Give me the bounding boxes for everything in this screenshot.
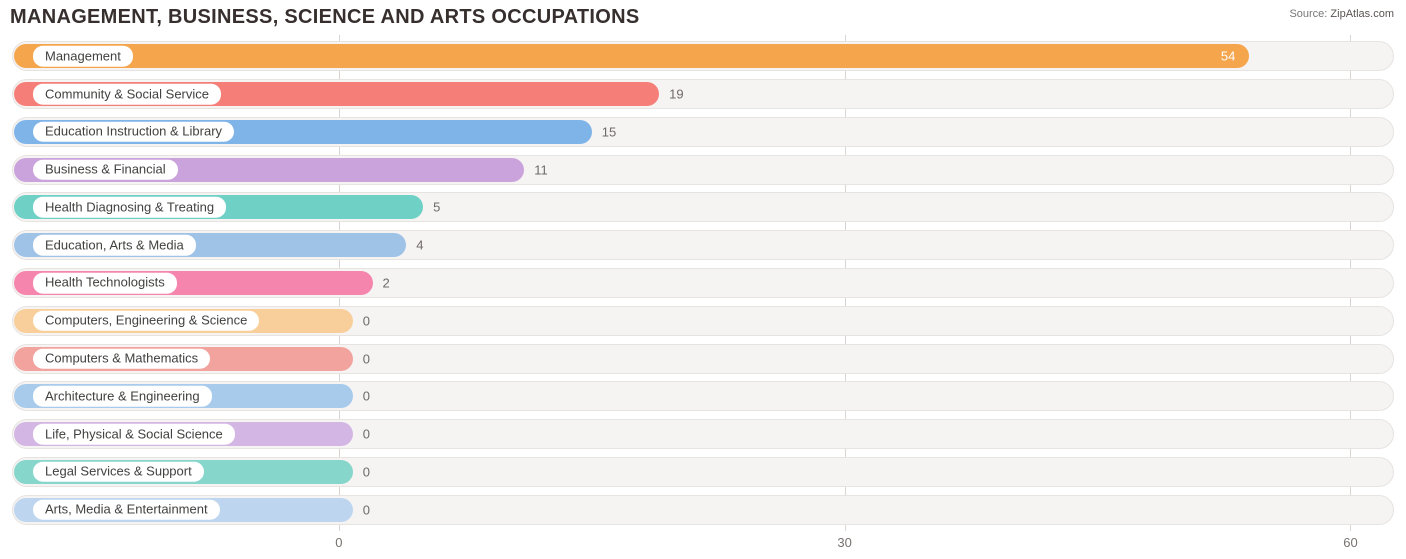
- bar-row: Life, Physical & Social Science 0: [8, 419, 1398, 449]
- source-label: Source:: [1289, 8, 1327, 20]
- x-tick-label: 30: [837, 535, 851, 550]
- chart-title: MANAGEMENT, BUSINESS, SCIENCE AND ARTS O…: [10, 6, 639, 29]
- bar-value: 11: [534, 162, 548, 177]
- bar-value: 54: [1221, 49, 1235, 64]
- bar-row: Business & Financial 11: [8, 155, 1398, 185]
- bar-label-pill: Architecture & Engineering: [32, 385, 213, 408]
- bar-label-pill: Legal Services & Support: [32, 461, 205, 484]
- bar-value: 0: [363, 502, 370, 517]
- bar-row: Education, Arts & Media 4: [8, 230, 1398, 260]
- bar-row: Education Instruction & Library 15: [8, 117, 1398, 147]
- bar-row: Computers & Mathematics 0: [8, 344, 1398, 374]
- bar-label-pill: Health Diagnosing & Treating: [32, 196, 227, 219]
- bar-label-pill: Management: [32, 45, 134, 68]
- source-value: ZipAtlas.com: [1330, 8, 1394, 20]
- bar-row: Management 54: [8, 41, 1398, 71]
- bar-row: Arts, Media & Entertainment 0: [8, 495, 1398, 525]
- bar-value: 19: [669, 87, 683, 102]
- chart-header: MANAGEMENT, BUSINESS, SCIENCE AND ARTS O…: [0, 0, 1406, 31]
- bar-label-pill: Education Instruction & Library: [32, 121, 235, 144]
- bar-label-pill: Education, Arts & Media: [32, 234, 197, 257]
- bar-label-pill: Life, Physical & Social Science: [32, 423, 236, 446]
- bar-value: 0: [363, 389, 370, 404]
- bar-label-pill: Health Technologists: [32, 272, 178, 295]
- x-tick-label: 60: [1343, 535, 1357, 550]
- chart-area: Management54Community & Social Service19…: [8, 35, 1398, 553]
- bar-value: 0: [363, 351, 370, 366]
- bar-value: 15: [602, 124, 616, 139]
- bar-label-pill: Arts, Media & Entertainment: [32, 498, 221, 521]
- bar-fill: [14, 44, 1249, 68]
- bar-label-pill: Computers, Engineering & Science: [32, 309, 260, 332]
- bar-value: 0: [363, 427, 370, 442]
- bar-value: 4: [416, 238, 423, 253]
- x-tick-label: 0: [335, 535, 342, 550]
- bar-value: 0: [363, 464, 370, 479]
- bar-value: 0: [363, 313, 370, 328]
- source-attribution: Source: ZipAtlas.com: [1289, 6, 1394, 20]
- bar-label-pill: Community & Social Service: [32, 83, 222, 106]
- bar-value: 5: [433, 200, 440, 215]
- bar-label-pill: Business & Financial: [32, 158, 179, 181]
- x-axis: 0 30 60: [8, 531, 1398, 553]
- bar-row: Health Diagnosing & Treating 5: [8, 192, 1398, 222]
- bar-value: 2: [383, 275, 390, 290]
- bar-row: Health Technologists 2: [8, 268, 1398, 298]
- bar-row: Community & Social Service 19: [8, 79, 1398, 109]
- bar-row: Legal Services & Support 0: [8, 457, 1398, 487]
- bar-label-pill: Computers & Mathematics: [32, 347, 211, 370]
- bars-container: Management54Community & Social Service19…: [8, 35, 1398, 531]
- bar-row: Architecture & Engineering 0: [8, 381, 1398, 411]
- bar-row: Computers, Engineering & Science 0: [8, 306, 1398, 336]
